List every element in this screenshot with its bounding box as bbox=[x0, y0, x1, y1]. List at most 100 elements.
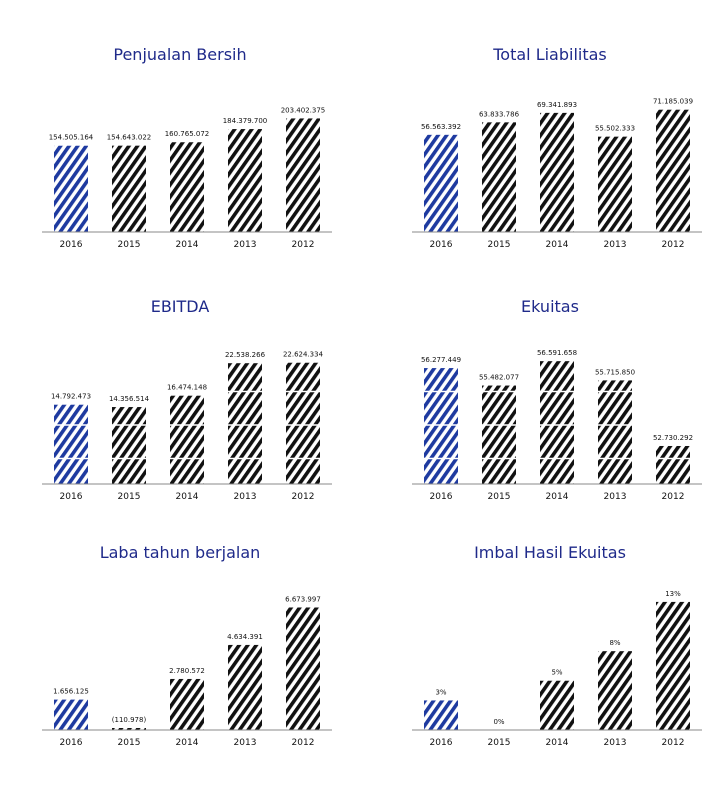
chart-laba-tahun-berjalan: Laba tahun berjalan 1.656.125 2016 (110.978… bbox=[30, 538, 332, 758]
chart-title: Total Liabilitas bbox=[492, 45, 607, 64]
data-label: 13% bbox=[665, 590, 681, 598]
chart-svg: Penjualan Bersih 154.505.164 2016 154.643.0… bbox=[42, 45, 332, 250]
tick-label: 2012 bbox=[292, 240, 315, 250]
bar bbox=[286, 118, 320, 232]
data-label: 56.591.658 bbox=[537, 349, 577, 357]
tick-label: 2015 bbox=[118, 492, 141, 502]
tick-label: 2015 bbox=[118, 240, 141, 250]
bar bbox=[424, 134, 458, 232]
tick-label: 2014 bbox=[546, 738, 569, 748]
bar bbox=[540, 112, 574, 232]
chart-title: Imbal Hasil Ekuitas bbox=[474, 543, 626, 562]
chart-title: Laba tahun berjalan bbox=[100, 543, 261, 562]
data-label: 56.563.392 bbox=[421, 123, 461, 131]
bar bbox=[170, 142, 204, 232]
data-label: 154.505.164 bbox=[49, 134, 94, 142]
bar bbox=[482, 385, 516, 484]
bar bbox=[482, 122, 516, 232]
bar bbox=[286, 362, 320, 484]
bar bbox=[112, 728, 146, 730]
chart-title: Penjualan Bersih bbox=[113, 45, 246, 64]
data-label: 4.634.391 bbox=[227, 633, 263, 641]
data-label: 56.277.449 bbox=[421, 356, 461, 364]
tick-label: 2014 bbox=[546, 240, 569, 250]
bar bbox=[170, 678, 204, 730]
tick-label: 2013 bbox=[604, 492, 627, 502]
chart-ekuitas: Ekuitas 56.277.449 2016 55.482.077 2015 56.59… bbox=[400, 292, 702, 512]
data-label: 55.502.333 bbox=[595, 125, 635, 133]
tick-label: 2012 bbox=[662, 492, 685, 502]
tick-label: 2013 bbox=[604, 240, 627, 250]
bar bbox=[598, 651, 632, 730]
data-label: 22.538.266 bbox=[225, 351, 266, 359]
tick-label: 2014 bbox=[176, 492, 199, 502]
data-label: 6.673.997 bbox=[285, 595, 321, 603]
data-label: 14.792.473 bbox=[51, 393, 91, 401]
bar bbox=[54, 699, 88, 730]
data-label: 14.356.514 bbox=[109, 395, 150, 403]
tick-label: 2015 bbox=[488, 240, 511, 250]
tick-label: 2012 bbox=[292, 738, 315, 748]
bar bbox=[228, 363, 262, 484]
bar bbox=[112, 407, 146, 484]
data-label: 52.730.292 bbox=[653, 434, 693, 442]
tick-label: 2013 bbox=[234, 492, 257, 502]
data-label: 160.765.072 bbox=[165, 130, 210, 138]
tick-label: 2014 bbox=[546, 492, 569, 502]
data-label: 8% bbox=[609, 639, 620, 647]
tick-label: 2014 bbox=[176, 738, 199, 748]
tick-label: 2012 bbox=[662, 738, 685, 748]
chart-svg: Total Liabilitas 56.563.392 2016 63.833.786… bbox=[412, 45, 702, 250]
bar bbox=[112, 145, 146, 232]
data-label: 22.624.334 bbox=[283, 351, 324, 359]
bar bbox=[286, 607, 320, 730]
chart-imbal-hasil-ekuitas: Imbal Hasil Ekuitas 3% 2016 0% 2015 5% 2014 8% 2… bbox=[400, 538, 702, 758]
bar bbox=[598, 380, 632, 484]
chart-penjualan-bersih: Penjualan Bersih 154.505.164 2016 154.643.0… bbox=[30, 40, 332, 260]
bar bbox=[656, 601, 690, 730]
bar bbox=[54, 404, 88, 484]
data-label: 63.833.786 bbox=[479, 110, 520, 118]
chart-title: EBITDA bbox=[151, 297, 210, 316]
bar bbox=[656, 445, 690, 484]
chart-svg: Imbal Hasil Ekuitas 3% 2016 0% 2015 5% 2014 8% 2… bbox=[412, 543, 702, 748]
bar bbox=[540, 361, 574, 484]
data-label: 69.341.893 bbox=[537, 101, 577, 109]
data-label: 184.379.700 bbox=[223, 117, 268, 125]
tick-label: 2016 bbox=[430, 492, 453, 502]
data-label: 1.656.125 bbox=[53, 688, 89, 696]
bar bbox=[656, 109, 690, 232]
data-label: 55.715.850 bbox=[595, 368, 635, 376]
chart-svg: Laba tahun berjalan 1.656.125 2016 (110.978… bbox=[42, 543, 332, 748]
bar bbox=[170, 395, 204, 484]
chart-title: Ekuitas bbox=[521, 297, 579, 316]
data-label: 55.482.077 bbox=[479, 374, 519, 382]
bar bbox=[424, 700, 458, 730]
tick-label: 2014 bbox=[176, 240, 199, 250]
data-label: 203.402.375 bbox=[281, 106, 326, 114]
bar bbox=[228, 129, 262, 232]
chart-ebitda: EBITDA 14.792.473 2016 14.356.514 2015 16.474… bbox=[30, 292, 332, 512]
tick-label: 2016 bbox=[60, 738, 83, 748]
data-label: 0% bbox=[493, 718, 504, 726]
tick-label: 2016 bbox=[430, 738, 453, 748]
tick-label: 2015 bbox=[488, 492, 511, 502]
data-label: 16.474.148 bbox=[167, 384, 207, 392]
data-label: 3% bbox=[435, 688, 446, 696]
data-label: 2.780.572 bbox=[169, 667, 205, 675]
tick-label: 2013 bbox=[234, 240, 257, 250]
data-label: (110.978) bbox=[112, 716, 147, 724]
tick-label: 2016 bbox=[60, 492, 83, 502]
data-label: 154.643.022 bbox=[107, 134, 152, 142]
bar bbox=[228, 644, 262, 730]
chart-total-liabilitas: Total Liabilitas 56.563.392 2016 63.833.786… bbox=[400, 40, 702, 260]
tick-label: 2012 bbox=[292, 492, 315, 502]
chart-svg: Ekuitas 56.277.449 2016 55.482.077 2015 56.59… bbox=[412, 297, 702, 502]
data-label: 71.185.039 bbox=[653, 98, 693, 106]
tick-label: 2015 bbox=[118, 738, 141, 748]
tick-label: 2016 bbox=[60, 240, 83, 250]
tick-label: 2015 bbox=[488, 738, 511, 748]
bar bbox=[598, 136, 632, 232]
tick-label: 2013 bbox=[234, 738, 257, 748]
